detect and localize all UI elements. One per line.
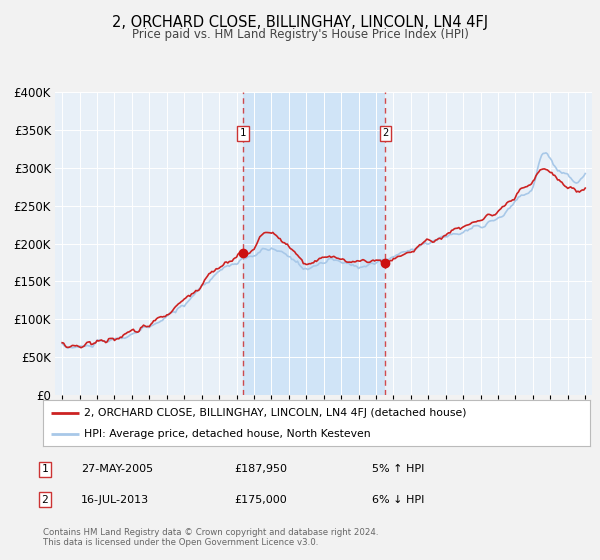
Text: 2, ORCHARD CLOSE, BILLINGHAY, LINCOLN, LN4 4FJ (detached house): 2, ORCHARD CLOSE, BILLINGHAY, LINCOLN, L… [84,408,467,418]
Text: 1: 1 [240,128,246,138]
Text: 27-MAY-2005: 27-MAY-2005 [81,464,153,474]
Text: 2: 2 [382,128,389,138]
Text: £187,950: £187,950 [234,464,287,474]
Text: HPI: Average price, detached house, North Kesteven: HPI: Average price, detached house, Nort… [84,429,371,439]
Text: 2, ORCHARD CLOSE, BILLINGHAY, LINCOLN, LN4 4FJ: 2, ORCHARD CLOSE, BILLINGHAY, LINCOLN, L… [112,15,488,30]
Text: 1: 1 [41,464,49,474]
Text: £175,000: £175,000 [234,494,287,505]
Text: 5% ↑ HPI: 5% ↑ HPI [372,464,424,474]
Text: 6% ↓ HPI: 6% ↓ HPI [372,494,424,505]
Text: 16-JUL-2013: 16-JUL-2013 [81,494,149,505]
Text: 2: 2 [41,494,49,505]
Bar [243,92,385,395]
Text: Price paid vs. HM Land Registry's House Price Index (HPI): Price paid vs. HM Land Registry's House … [131,28,469,41]
Text: Contains HM Land Registry data © Crown copyright and database right 2024.
This d: Contains HM Land Registry data © Crown c… [43,528,379,547]
